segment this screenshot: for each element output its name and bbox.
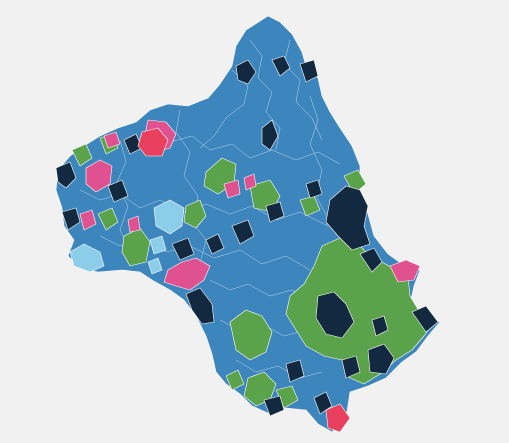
commune-region-red[interactable]	[325, 403, 351, 433]
commune-region-dark[interactable]	[371, 315, 389, 337]
commune-region-pink[interactable]	[85, 159, 113, 193]
commune-region-dark[interactable]	[315, 291, 355, 339]
commune-region-dark[interactable]	[263, 395, 285, 417]
commune-region-green[interactable]	[229, 309, 273, 361]
commune-region-dark[interactable]	[235, 59, 257, 85]
commune-region-dark[interactable]	[359, 247, 383, 273]
commune-region-pink[interactable]	[163, 257, 211, 291]
commune-region-dark[interactable]	[185, 287, 215, 325]
commune-region-dark[interactable]	[265, 201, 285, 223]
commune-region-dark[interactable]	[55, 161, 77, 189]
commune-region-dark[interactable]	[411, 305, 439, 333]
commune-region-dark[interactable]	[231, 219, 255, 245]
commune-region-pink[interactable]	[79, 209, 97, 231]
commune-region-light-blue[interactable]	[153, 199, 185, 235]
commune-region-pink[interactable]	[127, 215, 141, 233]
commune-region-green[interactable]	[225, 369, 245, 391]
commune-region-green[interactable]	[183, 199, 207, 229]
commune-region-light-blue[interactable]	[69, 243, 105, 273]
commune-region-dark[interactable]	[325, 185, 371, 251]
commune-region-dark[interactable]	[271, 55, 291, 77]
commune-region-dark[interactable]	[261, 119, 279, 151]
commune-region-dark[interactable]	[171, 237, 195, 261]
commune-region-dark[interactable]	[313, 391, 333, 415]
commune-region-green[interactable]	[71, 143, 93, 167]
commune-region-dark[interactable]	[305, 179, 323, 199]
commune-region-pink[interactable]	[223, 179, 241, 199]
commune-region-dark[interactable]	[299, 59, 319, 83]
commune-region-pink[interactable]	[103, 131, 121, 149]
commune-region-dark[interactable]	[61, 207, 81, 231]
commune-region-green[interactable]	[97, 207, 119, 231]
commune-region-dark[interactable]	[285, 359, 305, 383]
commune-region-green[interactable]	[299, 195, 321, 217]
commune-region-red[interactable]	[137, 127, 169, 157]
commune-region-light-blue[interactable]	[149, 235, 167, 255]
commune-region-pink[interactable]	[389, 259, 421, 283]
commune-region-dark[interactable]	[367, 343, 395, 375]
commune-region-pink[interactable]	[243, 173, 257, 191]
commune-region-dark[interactable]	[107, 179, 129, 203]
commune-regions	[55, 55, 439, 433]
commune-region-dark[interactable]	[205, 233, 225, 255]
commune-region-dark[interactable]	[341, 355, 361, 379]
commune-region-light-blue[interactable]	[147, 257, 163, 275]
